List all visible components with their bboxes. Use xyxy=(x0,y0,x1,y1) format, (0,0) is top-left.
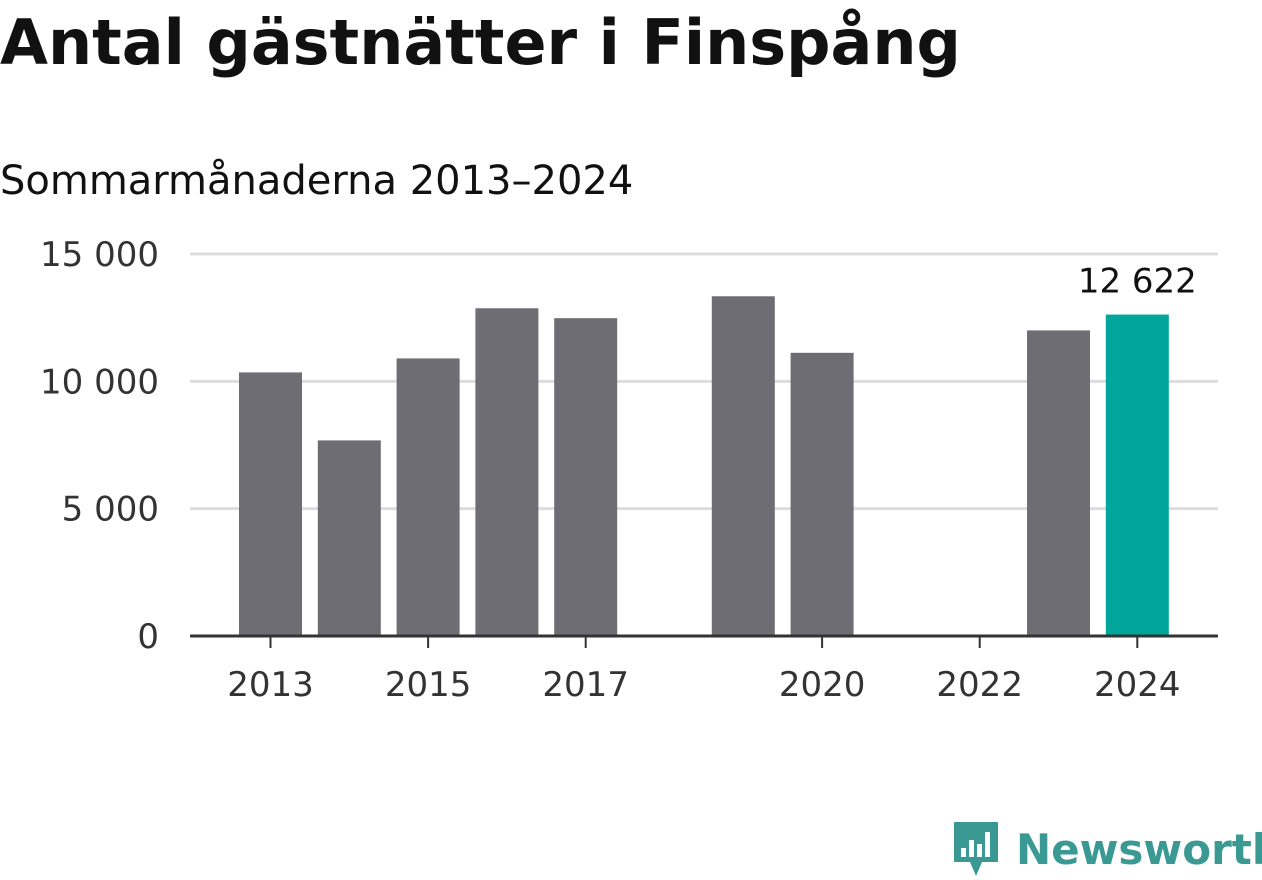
bar xyxy=(1105,314,1169,636)
y-tick-label: 5 000 xyxy=(62,490,159,530)
bar xyxy=(239,372,302,636)
x-tick-label: 2013 xyxy=(227,665,314,705)
x-tick-label: 2015 xyxy=(385,665,472,705)
bar xyxy=(475,308,539,636)
chart-subtitle: Sommarmånaderna 2013–2024 xyxy=(0,158,634,204)
bar xyxy=(1027,330,1090,636)
brand-name: Newsworthy xyxy=(1016,824,1262,874)
data-label: 12 622 xyxy=(1078,262,1197,302)
y-tick-label: 10 000 xyxy=(40,362,159,402)
x-tick-label: 2017 xyxy=(542,665,629,705)
bar xyxy=(711,296,775,636)
brand-logo: Newsworthy xyxy=(952,818,1262,880)
bar xyxy=(396,358,460,636)
bar xyxy=(317,440,381,636)
newsworthy-logo-icon xyxy=(954,822,998,876)
chart-title: Antal gästnätter i Finspång xyxy=(0,6,961,79)
x-tick-label: 2020 xyxy=(779,665,866,705)
bar xyxy=(554,318,618,636)
bar xyxy=(790,352,854,636)
x-tick-label: 2024 xyxy=(1094,665,1181,705)
x-tick-label: 2022 xyxy=(936,665,1023,705)
y-tick-label: 0 xyxy=(137,617,159,657)
y-tick-label: 15 000 xyxy=(40,235,159,275)
